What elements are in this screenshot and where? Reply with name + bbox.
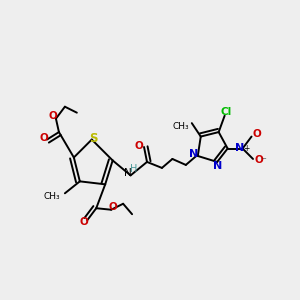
Text: O: O: [79, 217, 88, 227]
Text: O: O: [254, 155, 263, 166]
Text: O: O: [39, 133, 48, 143]
Text: O: O: [134, 140, 143, 151]
Text: Cl: Cl: [220, 107, 232, 117]
Text: O: O: [253, 129, 261, 139]
Text: ⁻: ⁻: [261, 156, 266, 165]
Text: N: N: [213, 160, 222, 170]
Text: H: H: [130, 164, 137, 174]
Text: O: O: [49, 111, 57, 121]
Text: N: N: [189, 149, 198, 160]
Text: N: N: [124, 168, 131, 178]
Text: CH₃: CH₃: [172, 122, 189, 131]
Text: S: S: [89, 132, 98, 145]
Text: O: O: [108, 202, 117, 212]
Text: N: N: [235, 142, 244, 153]
Text: CH₃: CH₃: [44, 192, 60, 201]
Text: +: +: [243, 144, 249, 153]
